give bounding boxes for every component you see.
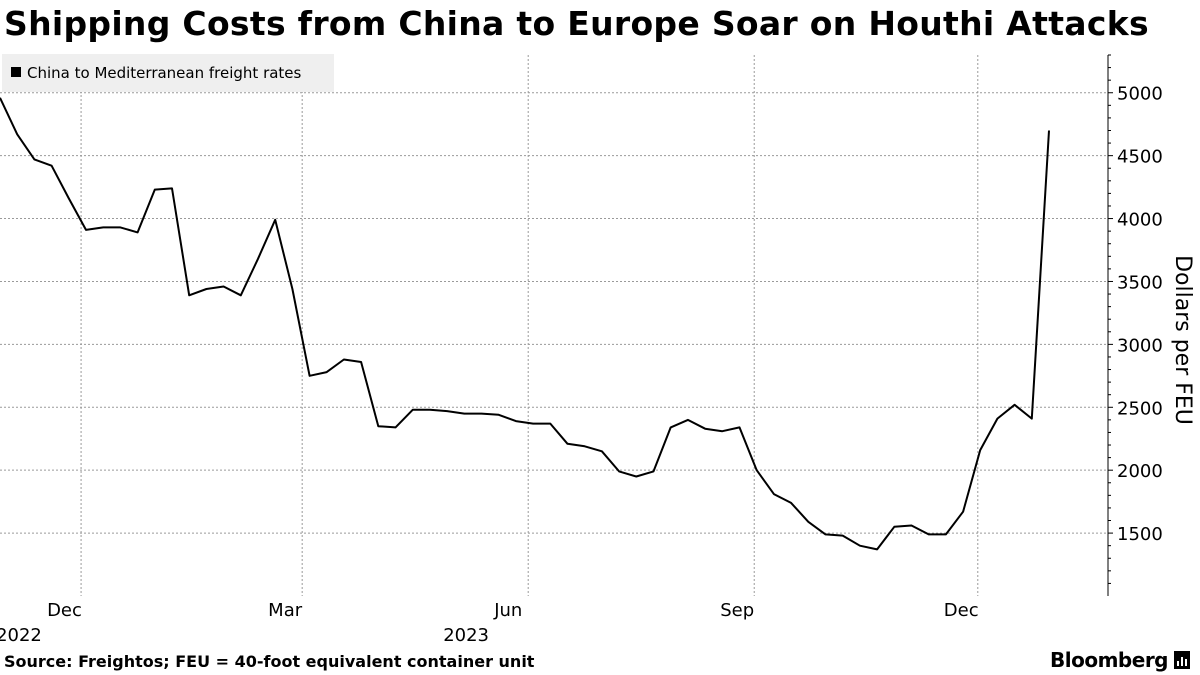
x-year-label: 2023: [443, 625, 489, 646]
y-axis: [1107, 54, 1113, 596]
y-tick-label: 4500: [1117, 147, 1163, 168]
legend-box: [2, 54, 334, 92]
chart-title: Shipping Costs from China to Europe Soar…: [4, 4, 1149, 43]
bloomberg-chart-icon: [1174, 651, 1190, 669]
y-tick-label: 5000: [1117, 84, 1163, 105]
source-note: Source: Freightos; FEU = 40-foot equival…: [4, 652, 535, 671]
y-tick-labels: 1500 2000 2500 3000 3500 4000 4500 5000: [1117, 84, 1163, 545]
y-tick-label: 2000: [1117, 461, 1163, 482]
legend-swatch: [11, 67, 21, 77]
y-tick-label: 1500: [1117, 524, 1163, 545]
legend-label: China to Mediterranean freight rates: [27, 64, 302, 82]
y-axis-title: Dollars per FEU: [1170, 255, 1195, 425]
x-tick-label: Jun: [493, 600, 522, 621]
x-tick-label: Sep: [720, 600, 754, 621]
x-tick-label: Dec: [944, 600, 979, 621]
y-tick-label: 2500: [1117, 398, 1163, 419]
brand: Bloomberg: [1050, 648, 1190, 672]
gridlines: [0, 55, 1108, 596]
y-tick-label: 4000: [1117, 210, 1163, 231]
y-tick-label: 3500: [1117, 272, 1163, 293]
x-year-label: 2022: [0, 625, 42, 646]
x-tick-label: Dec: [47, 600, 82, 621]
y-tick-label: 3000: [1117, 335, 1163, 356]
series-line-china-mediterranean: [0, 97, 1050, 551]
bloomberg-logo: Bloomberg: [1050, 648, 1168, 672]
legend: China to Mediterranean freight rates: [2, 54, 334, 92]
x-tick-label: Mar: [268, 600, 303, 621]
